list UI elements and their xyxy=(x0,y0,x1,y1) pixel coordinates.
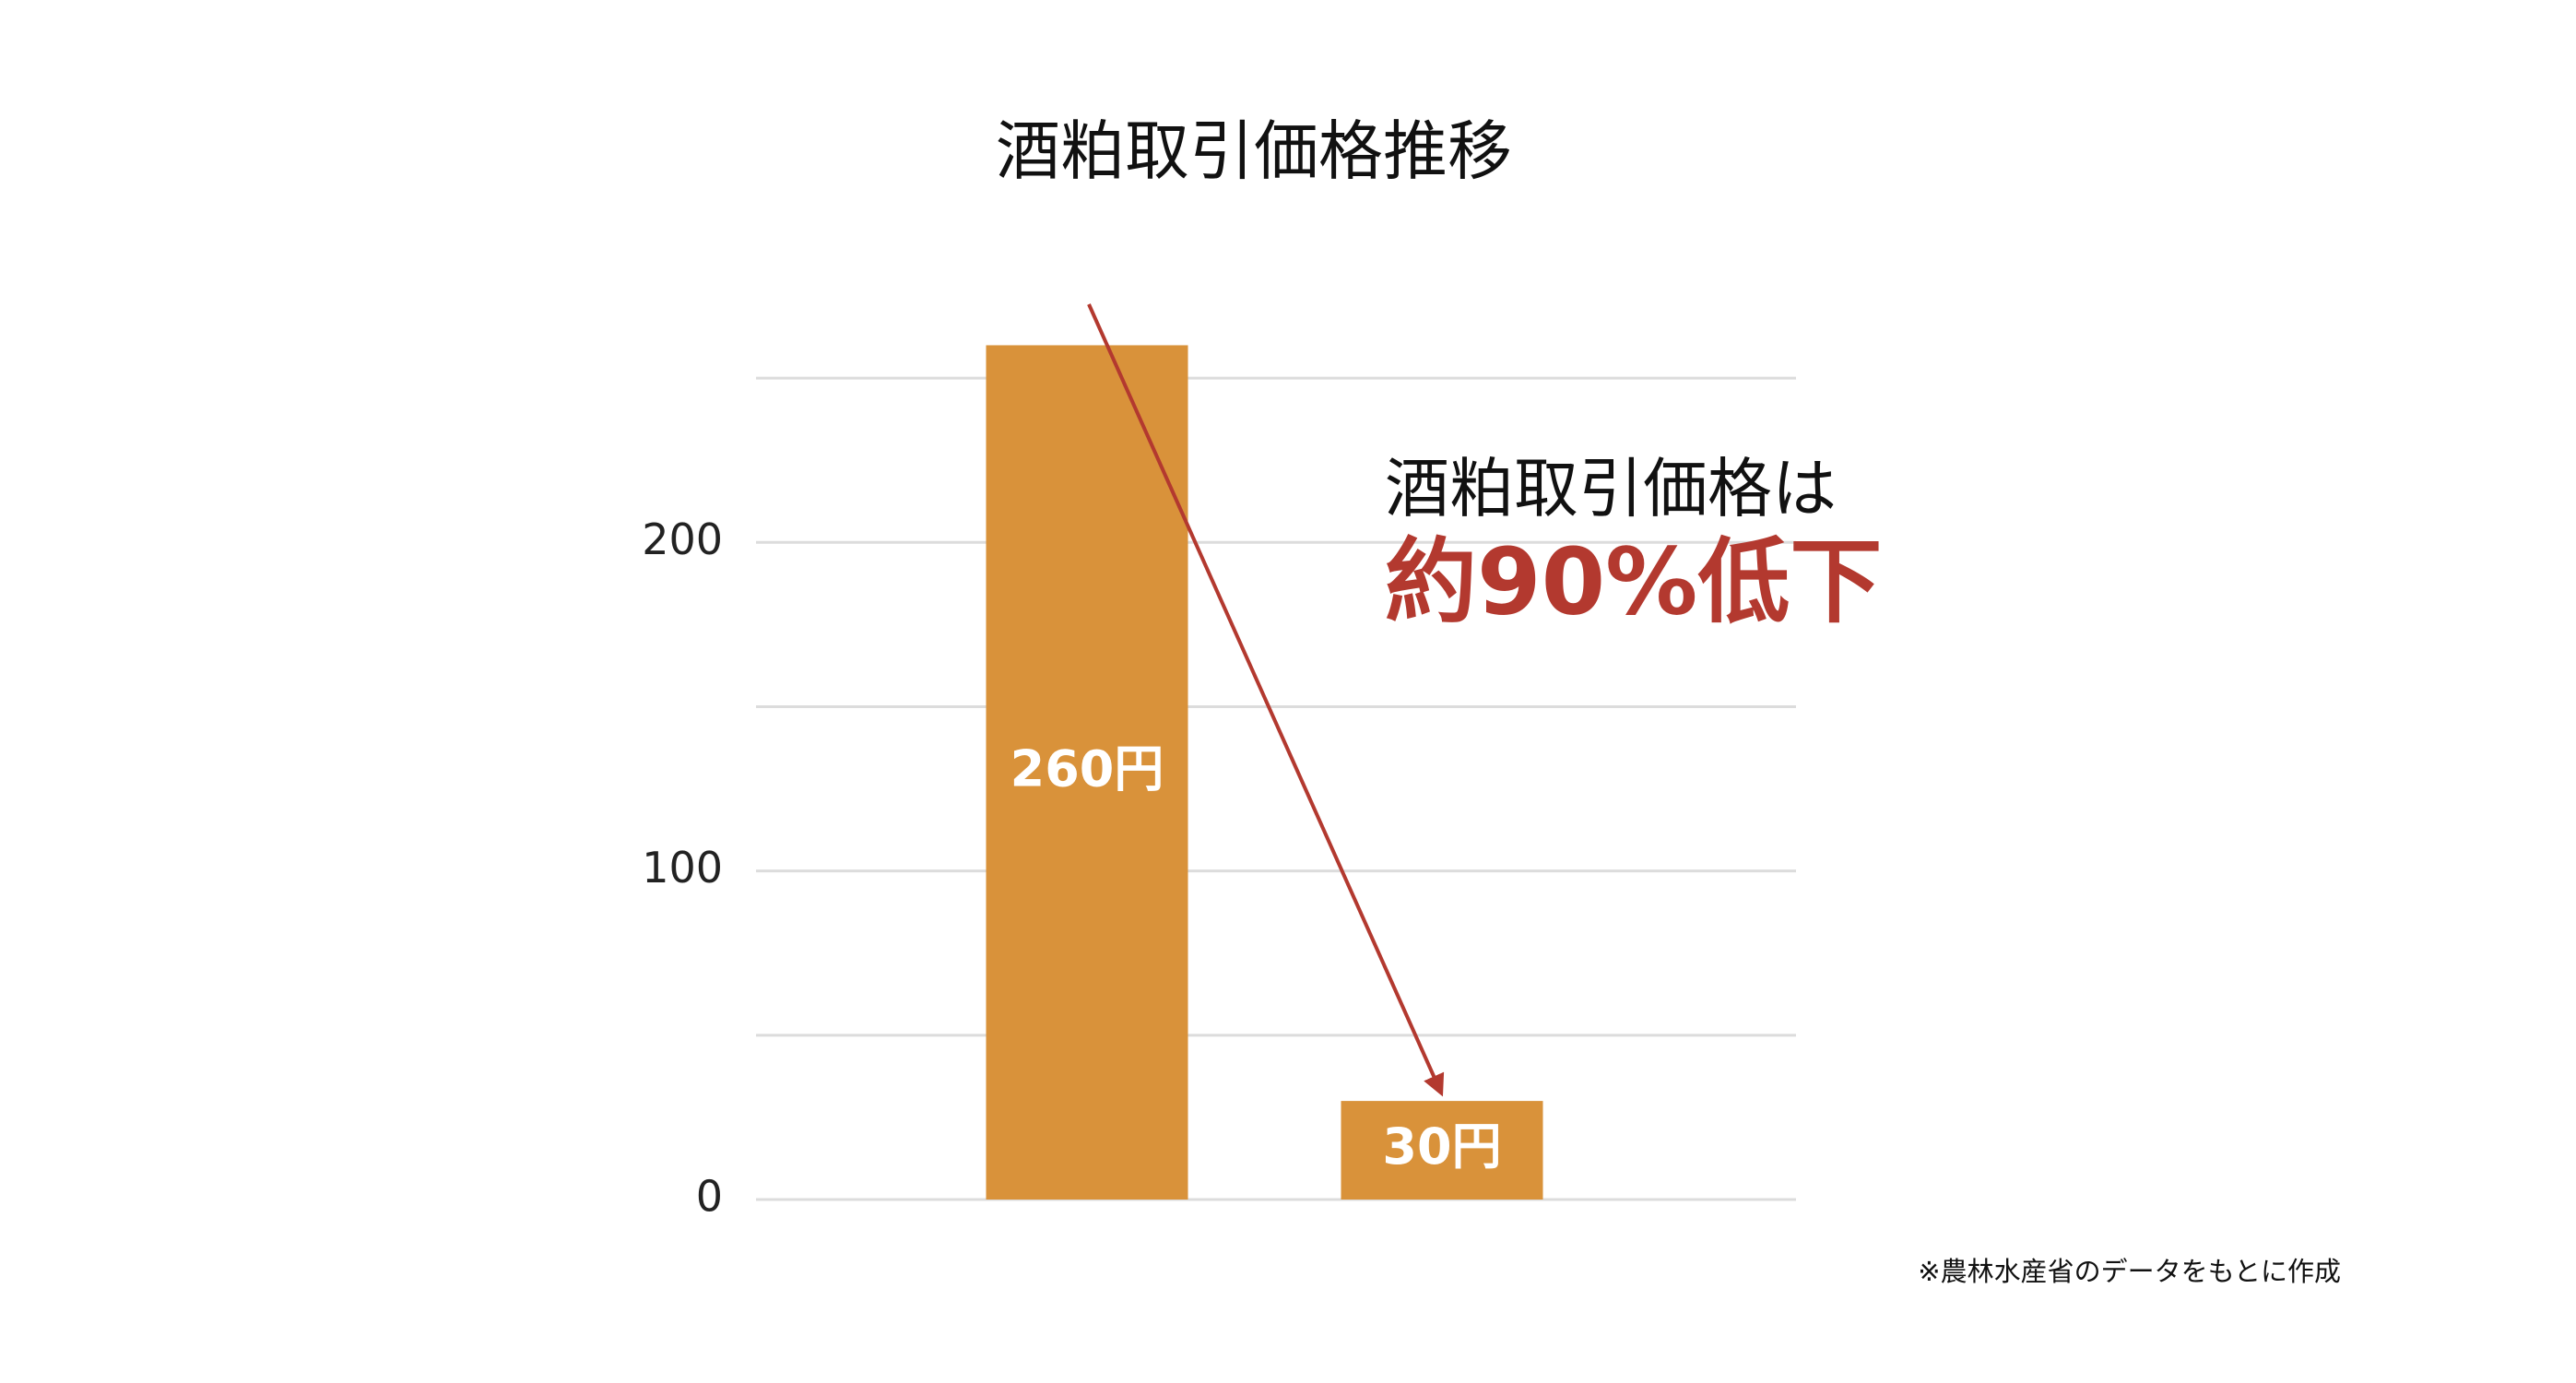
bars: 260円 30円 xyxy=(986,345,1543,1200)
y-tick-label: 0 xyxy=(696,1172,723,1222)
trend-arrow xyxy=(1087,303,1445,1097)
value-label: 260円 xyxy=(1010,739,1164,798)
y-tick-label: 200 xyxy=(642,514,723,564)
chart-title: 酒粕取引価格推移 xyxy=(996,113,1512,189)
annotation-line2: 約90%低下 xyxy=(1385,527,1882,635)
bar xyxy=(986,345,1188,1200)
bar xyxy=(1341,1101,1543,1200)
value-label: 30円 xyxy=(1382,1117,1501,1176)
y-tick-label: 100 xyxy=(642,843,723,892)
grid: 0 100 200 xyxy=(642,376,1796,1222)
annotation-line1: 酒粕取引価格は xyxy=(1385,451,1837,526)
footnote: ※農林水産省のデータをもとに作成 xyxy=(1918,1256,2341,1287)
